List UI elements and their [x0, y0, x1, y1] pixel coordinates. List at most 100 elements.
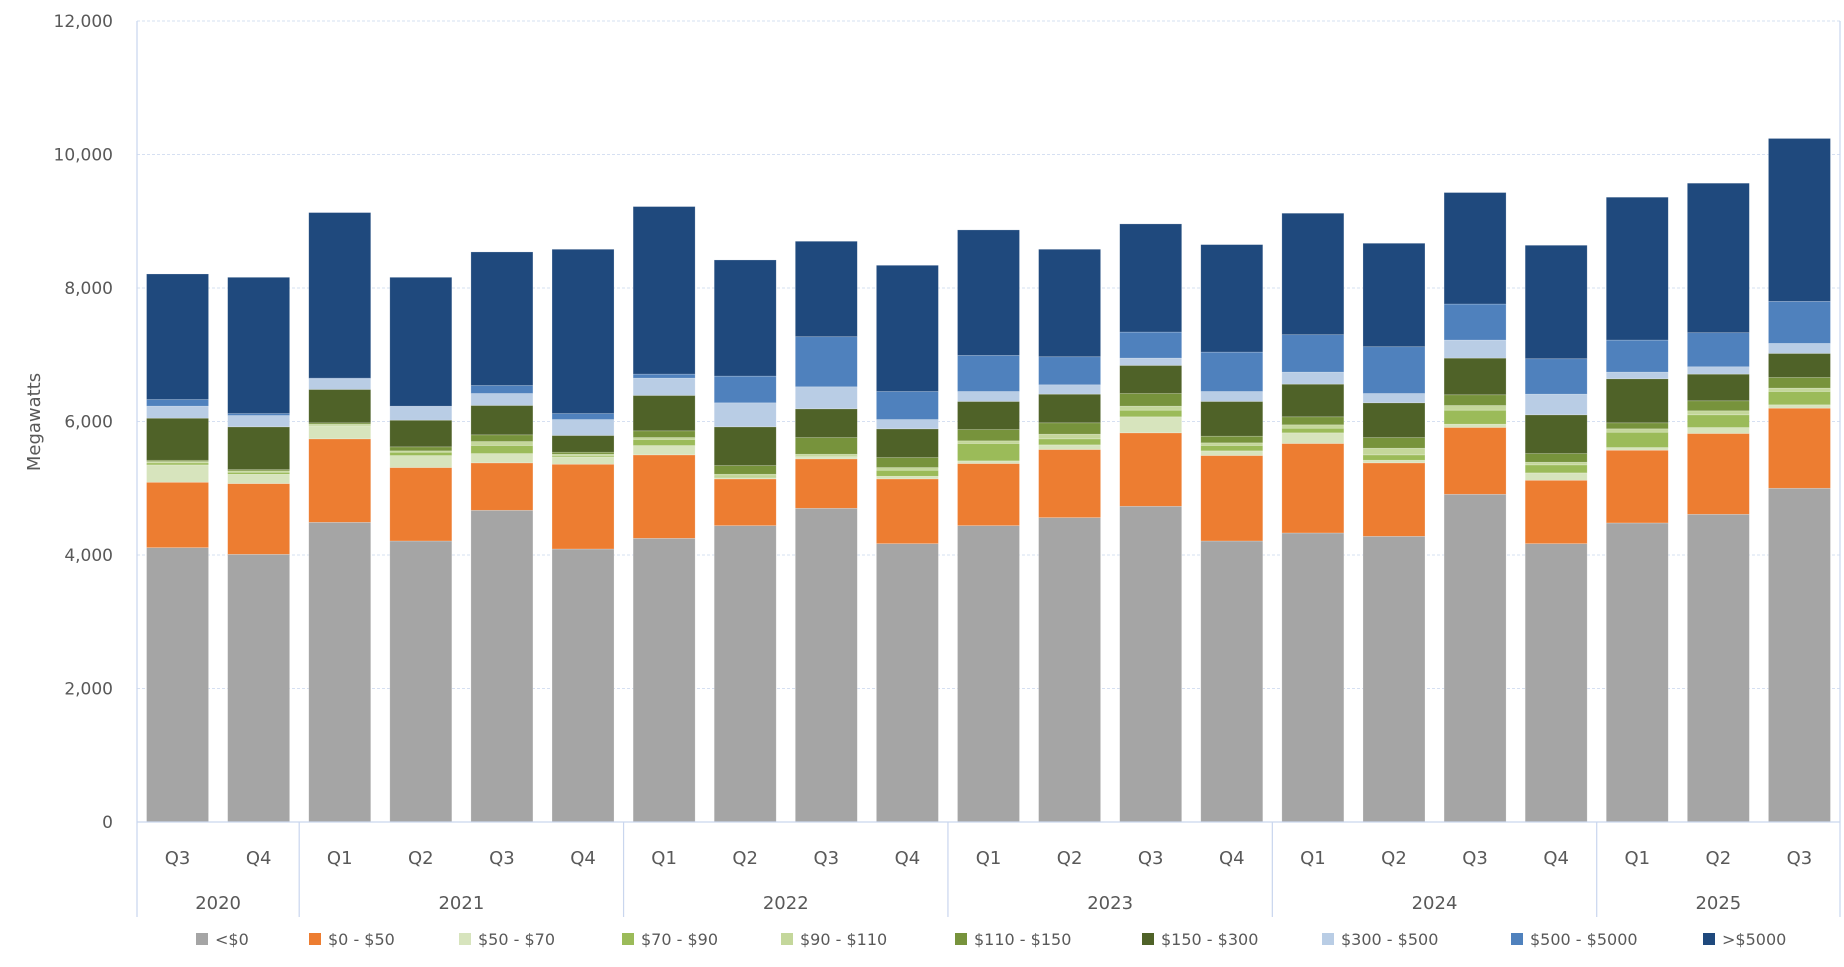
bar-segment-50-70: [1119, 416, 1182, 434]
bar-segment-50-70: [308, 425, 372, 440]
bar-segment-0-50: [470, 462, 534, 511]
bar-segment-500-5000: [1038, 356, 1101, 386]
bar-segment-0-50: [308, 438, 372, 523]
year-label: 2025: [1695, 893, 1741, 914]
bar-segment-5000: [1119, 223, 1182, 333]
bar-stack: [389, 277, 453, 823]
quarter-label: Q2: [408, 848, 434, 869]
legend-label: $150 - $300: [1161, 930, 1258, 949]
bar-segment-300-500: [1119, 357, 1182, 366]
bar-segment-90-110: [1038, 433, 1101, 440]
y-tick-label: 4,000: [64, 546, 113, 566]
bar-segment-0: [551, 548, 615, 823]
bar-segment-500-5000: [1119, 331, 1182, 359]
bar-segment-0-50: [227, 483, 290, 555]
bar-segment-50-70: [1200, 450, 1264, 456]
bar-segment-500-5000: [470, 385, 534, 394]
bar-segment-70-90: [957, 443, 1020, 462]
year-label: 2022: [763, 893, 809, 914]
bar-stack: [713, 259, 777, 823]
legend-label: $90 - $110: [800, 930, 887, 949]
bar-segment-0: [957, 525, 1020, 823]
legend-swatch: [196, 933, 208, 945]
bar-segment-0: [632, 538, 696, 823]
bar-segment-150-300: [1362, 402, 1426, 438]
bar-segment-5000: [389, 277, 453, 407]
bar-segment-5000: [1281, 212, 1345, 336]
bar-segment-90-110: [1605, 428, 1669, 433]
bar-segment-50-70: [1038, 444, 1101, 450]
bar-segment-110-150: [1119, 393, 1182, 407]
bar-segment-0: [1362, 536, 1426, 823]
bar-segment-110-150: [1200, 435, 1264, 444]
bar-segment-70-90: [1200, 445, 1264, 452]
quarter-label: Q3: [1462, 848, 1488, 869]
bar-segment-300-500: [957, 391, 1020, 402]
quarter-label: Q4: [1219, 848, 1245, 869]
bar-segment-90-110: [876, 467, 939, 471]
bar-segment-0-50: [1605, 449, 1669, 524]
bar-segment-5000: [470, 251, 534, 386]
bar-segment-90-110: [957, 440, 1020, 444]
bar-segment-110-150: [389, 446, 453, 452]
bar-segment-300-500: [1524, 393, 1588, 416]
bar-stack: [1443, 192, 1507, 823]
bar-segment-0-50: [1281, 443, 1345, 534]
bar-segment-500-5000: [957, 355, 1020, 392]
bar-segment-0-50: [876, 478, 939, 544]
bar-segment-300-500: [713, 402, 777, 428]
quarter-label: Q4: [570, 848, 596, 869]
bar-segment-0: [1281, 532, 1345, 823]
bar-segment-300-500: [1443, 339, 1507, 359]
y-axis-label: Megawatts: [24, 373, 45, 471]
bar-segment-70-90: [1687, 414, 1750, 428]
quarter-label: Q1: [651, 848, 677, 869]
bar-segment-0-50: [551, 463, 615, 550]
bar-segment-300-500: [1687, 366, 1750, 375]
quarter-label: Q2: [732, 848, 758, 869]
y-tick-label: 10,000: [54, 146, 113, 166]
bar-segment-5000: [957, 229, 1020, 356]
bar-segment-150-300: [1605, 378, 1669, 424]
bar-segment-50-70: [1362, 459, 1426, 464]
bar-segment-0-50: [1038, 449, 1101, 518]
bar-segment-5000: [1038, 248, 1101, 358]
bar-segment-150-300: [1687, 373, 1750, 402]
bar-segment-0: [713, 525, 777, 823]
bar-segment-300-500: [1768, 343, 1831, 354]
bar-stack: [227, 277, 290, 823]
bar-segment-5000: [146, 273, 209, 400]
bar-stack: [551, 248, 615, 823]
bar-segment-0: [876, 543, 939, 823]
bar-segment-150-300: [1119, 365, 1182, 394]
bar-segment-0: [389, 540, 453, 823]
quarter-label: Q1: [327, 848, 353, 869]
legend-item: <$0: [196, 930, 249, 949]
axes: [136, 21, 1841, 917]
bar-segment-0: [1768, 487, 1831, 823]
bar-segment-150-300: [876, 428, 939, 458]
bar-segment-70-90: [1281, 427, 1345, 434]
bar-segment-150-300: [957, 401, 1020, 430]
y-tick-label: 8,000: [64, 279, 113, 299]
bar-segment-500-5000: [1605, 339, 1669, 373]
bar-segment-90-110: [1768, 387, 1831, 392]
bar-stack: [1281, 212, 1345, 823]
bar-segment-5000: [795, 240, 858, 338]
bar-segment-90-110: [470, 441, 534, 446]
bar-segment-90-110: [713, 473, 777, 477]
bar-segment-0: [1605, 522, 1669, 823]
y-tick-labels: 0 2,000 4,000 6,000 8,000 10,000 12,000: [54, 12, 113, 833]
bar-segment-5000: [1605, 196, 1669, 341]
quarter-label: Q3: [1138, 848, 1164, 869]
bar-segment-300-500: [146, 405, 209, 419]
bar-segment-90-110: [1200, 442, 1264, 446]
bar-segment-90-110: [1687, 410, 1750, 416]
bar-segment-5000: [1443, 192, 1507, 305]
legend-item: $150 - $300: [1142, 930, 1258, 949]
bar-segment-500-5000: [876, 391, 939, 420]
year-label: 2021: [438, 893, 484, 914]
bar-segment-150-300: [1524, 414, 1588, 454]
bar-segment-110-150: [551, 451, 615, 455]
bar-segment-0-50: [1362, 462, 1426, 537]
